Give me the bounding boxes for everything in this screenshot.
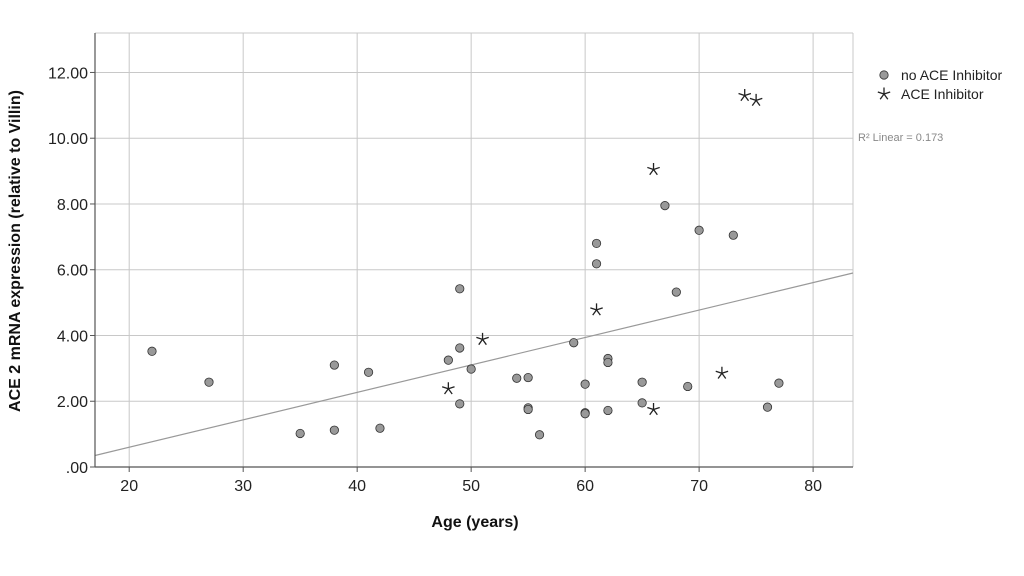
x-tick-label: 80 bbox=[804, 478, 822, 495]
data-point-no-ace bbox=[329, 425, 339, 435]
data-point-no-ace bbox=[591, 238, 602, 249]
data-point-no-ace bbox=[443, 355, 453, 365]
r-squared-annotation: R² Linear = 0.173 bbox=[858, 132, 943, 144]
data-point-no-ace bbox=[534, 430, 545, 440]
data-point-no-ace bbox=[455, 284, 465, 294]
data-point-no-ace bbox=[147, 346, 157, 356]
x-tick-label: 50 bbox=[462, 478, 480, 495]
data-point-ace bbox=[647, 162, 660, 176]
data-point-ace bbox=[476, 332, 489, 346]
data-point-no-ace bbox=[204, 377, 214, 387]
data-point-ace bbox=[715, 366, 729, 379]
data-point-no-ace bbox=[660, 201, 670, 211]
data-point-ace bbox=[647, 402, 660, 416]
legend-label-ace: ACE Inhibitor bbox=[901, 86, 984, 102]
data-point-no-ace bbox=[637, 377, 647, 387]
axes bbox=[94, 33, 853, 468]
x-axis-title: Age (years) bbox=[431, 514, 518, 531]
data-point-no-ace bbox=[455, 399, 465, 409]
data-point-ace bbox=[749, 93, 763, 107]
data-point-no-ace bbox=[363, 367, 374, 377]
data-point-no-ace bbox=[466, 364, 476, 374]
y-tick-label: 6.00 bbox=[57, 263, 88, 280]
linear-fit-line bbox=[94, 272, 854, 457]
legend-marker-ace bbox=[877, 87, 891, 100]
x-tick-label: 40 bbox=[348, 478, 366, 495]
x-tick-label: 60 bbox=[576, 478, 594, 495]
x-tick-label: 70 bbox=[690, 478, 708, 495]
y-axis-title: ACE 2 mRNA expression (relative to Villi… bbox=[7, 90, 24, 412]
data-point-no-ace bbox=[569, 338, 579, 348]
data-point-no-ace bbox=[603, 405, 613, 416]
data-point-no-ace bbox=[683, 381, 693, 392]
y-tick-label: 4.00 bbox=[57, 328, 88, 345]
data-point-no-ace bbox=[523, 404, 533, 415]
legend: no ACE Inhibitor ACE Inhibitor bbox=[877, 67, 1003, 102]
y-tick-label: 10.00 bbox=[48, 131, 88, 148]
data-point-no-ace bbox=[375, 423, 385, 433]
data-point-no-ace bbox=[455, 343, 465, 353]
y-tick-label: 12.00 bbox=[48, 65, 88, 82]
data-point-no-ace bbox=[295, 428, 305, 439]
data-point-ace bbox=[738, 88, 752, 102]
data-point-no-ace bbox=[603, 357, 613, 368]
x-tick-label: 30 bbox=[234, 478, 252, 495]
grid-lines bbox=[95, 32, 854, 467]
data-point-no-ace bbox=[762, 402, 773, 412]
data-point-no-ace bbox=[580, 379, 590, 389]
data-point-no-ace bbox=[591, 259, 602, 269]
data-point-no-ace bbox=[512, 373, 522, 383]
y-axis-ticks: .00 2.00 4.00 6.00 8.00 10.00 12.00 bbox=[48, 65, 95, 477]
y-tick-label: 2.00 bbox=[57, 394, 88, 411]
y-tick-label: 8.00 bbox=[57, 197, 88, 214]
data-point-ace bbox=[590, 303, 603, 316]
x-axis-ticks: 20 30 40 50 60 70 80 bbox=[120, 467, 822, 495]
x-tick-label: 20 bbox=[120, 478, 138, 495]
data-point-no-ace bbox=[774, 378, 784, 388]
data-point-no-ace bbox=[523, 372, 533, 383]
data-point-no-ace bbox=[694, 225, 704, 235]
data-point-no-ace bbox=[329, 360, 339, 370]
data-point-no-ace bbox=[728, 230, 738, 240]
data-point-no-ace bbox=[671, 287, 681, 297]
data-point-no-ace bbox=[637, 398, 647, 408]
data-point-ace bbox=[441, 382, 455, 395]
legend-label-no-ace: no ACE Inhibitor bbox=[901, 67, 1003, 83]
y-tick-label: .00 bbox=[66, 460, 88, 477]
data-point-no-ace bbox=[580, 409, 590, 419]
data-points bbox=[147, 88, 784, 440]
legend-marker-no-ace bbox=[879, 70, 889, 80]
